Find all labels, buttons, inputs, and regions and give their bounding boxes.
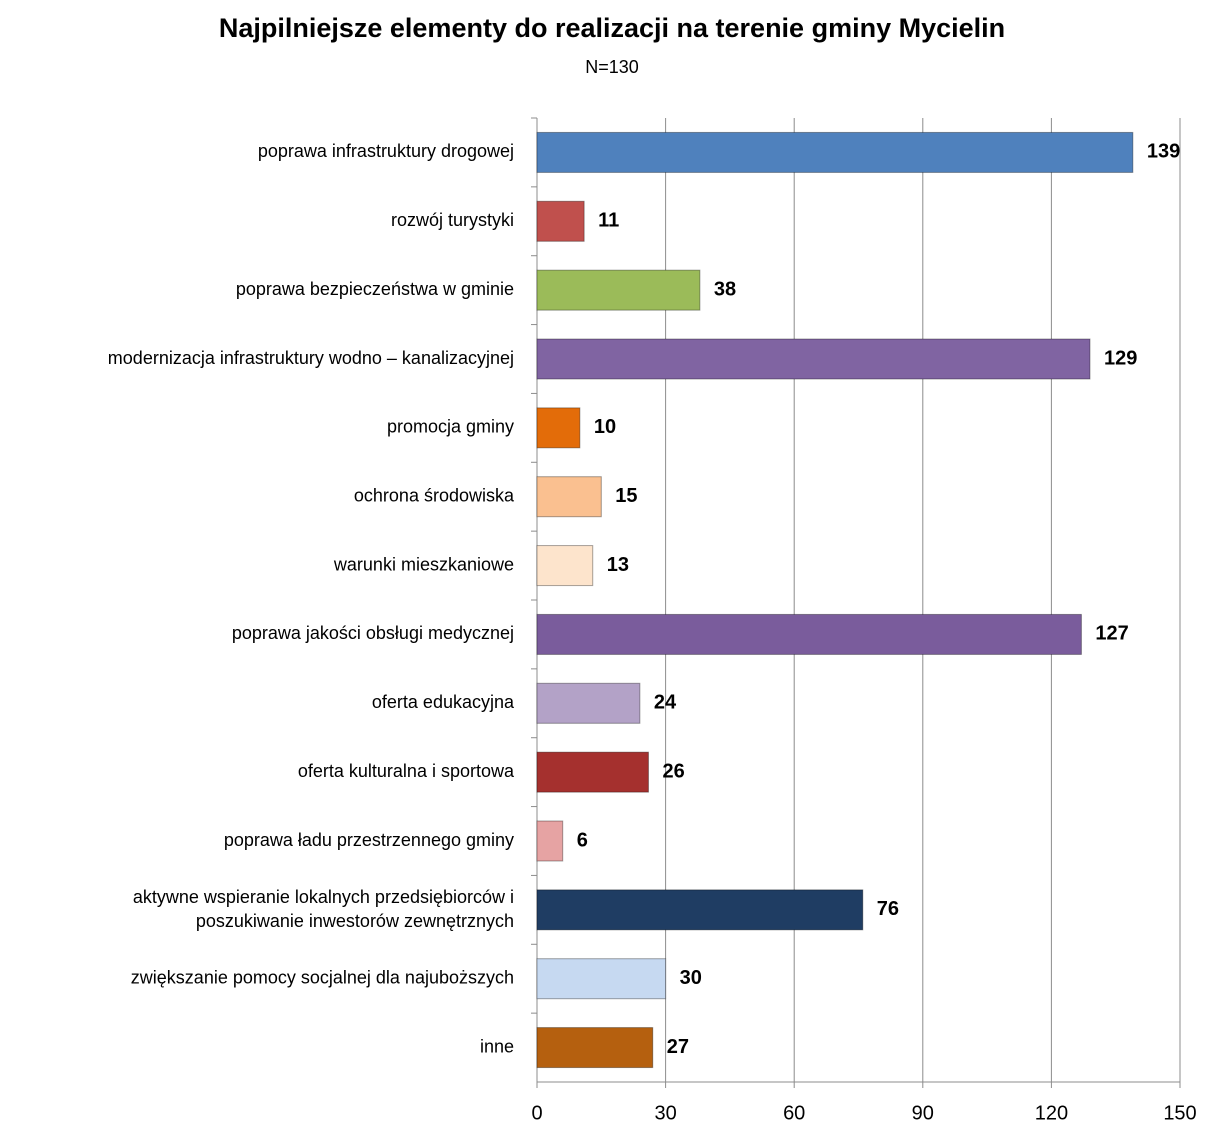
bar xyxy=(536,200,585,242)
y-tick-label: inne xyxy=(480,1036,514,1056)
value-label: 27 xyxy=(667,1036,689,1058)
x-tick-label: 30 xyxy=(654,1102,676,1124)
bar xyxy=(536,407,581,449)
bar xyxy=(536,820,564,862)
y-tick-label: poprawa infrastruktury drogowej xyxy=(258,141,514,161)
bar xyxy=(536,889,864,931)
y-tick-label: aktywne wspieranie lokalnych przedsiębio… xyxy=(133,887,514,931)
value-label: 76 xyxy=(877,898,899,920)
y-tick-label: ochrona środowiska xyxy=(354,485,515,505)
y-tick-label: poprawa ładu przestrzennego gminy xyxy=(224,830,514,850)
bar xyxy=(536,545,594,587)
value-label: 6 xyxy=(577,829,588,851)
value-label: 10 xyxy=(594,416,616,438)
bar xyxy=(536,682,641,724)
value-label: 38 xyxy=(714,278,736,300)
value-label: 15 xyxy=(615,485,637,507)
y-tick-label: promocja gminy xyxy=(387,417,514,437)
y-tick-label: modernizacja infrastruktury wodno – kana… xyxy=(108,348,514,368)
bar xyxy=(536,269,701,311)
x-tick-label: 120 xyxy=(1035,1102,1068,1124)
y-tick-label: oferta edukacyjna xyxy=(372,692,515,712)
y-tick-label: warunki mieszkaniowe xyxy=(333,554,514,574)
bar xyxy=(536,476,602,518)
x-tick-label: 150 xyxy=(1163,1102,1196,1124)
y-tick-label: zwiększanie pomocy socjalnej dla najuboż… xyxy=(131,967,514,987)
y-tick-label: poprawa jakości obsługi medycznej xyxy=(232,623,514,643)
value-label: 129 xyxy=(1104,347,1137,369)
x-tick-label: 90 xyxy=(912,1102,934,1124)
bar xyxy=(536,613,1082,655)
y-tick-label: oferta kulturalna i sportowa xyxy=(298,761,515,781)
y-tick-label: poprawa bezpieczeństwa w gminie xyxy=(236,279,514,299)
value-label: 11 xyxy=(598,210,619,232)
value-label: 24 xyxy=(654,692,677,714)
bar xyxy=(536,958,667,1000)
bar xyxy=(536,751,649,793)
x-tick-label: 60 xyxy=(783,1102,805,1124)
chart-title: Najpilniejsze elementy do realizacji na … xyxy=(219,13,1005,43)
chart-subtitle: N=130 xyxy=(585,57,639,77)
bar xyxy=(536,131,1134,173)
y-tick-label: rozwój turystyki xyxy=(391,210,514,230)
value-label: 13 xyxy=(607,554,629,576)
bar xyxy=(536,338,1091,380)
value-label: 127 xyxy=(1095,623,1128,645)
bar xyxy=(536,1027,654,1069)
value-label: 30 xyxy=(680,967,702,989)
value-label: 139 xyxy=(1147,141,1180,163)
value-label: 26 xyxy=(662,760,684,782)
x-tick-label: 0 xyxy=(531,1102,542,1124)
